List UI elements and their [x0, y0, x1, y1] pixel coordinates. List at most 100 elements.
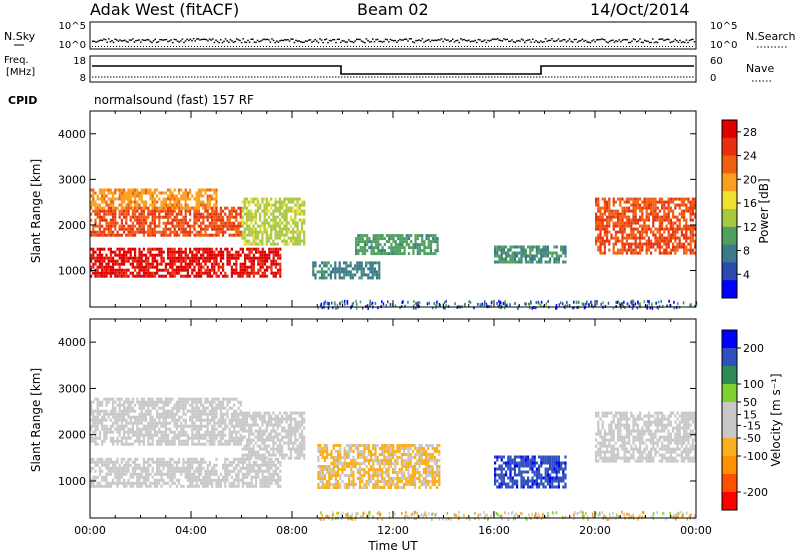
colorbar-segment [722, 384, 737, 403]
velocity-x-ticks: 00:00 04:00 08:00 12:00 16:00 20:00 00:00 [74, 319, 712, 537]
velocity-region [595, 411, 697, 463]
x-tick-label: 16:00 [478, 524, 510, 537]
velocity-region [494, 455, 567, 489]
nave-label: Nave [746, 62, 774, 75]
x-tick-label: 00:00 [74, 524, 106, 537]
colorbar-segment [722, 209, 737, 228]
colorbar-segment [722, 262, 737, 281]
power-colorbar: 4 8 12 16 20 24 28 [721, 119, 757, 299]
colorbar-segment [722, 438, 737, 457]
colorbar-tick-label: 24 [743, 150, 757, 163]
date-title: 14/Oct/2014 [590, 0, 690, 19]
nave-tick-bottom: 0 [710, 73, 716, 84]
colorbar-segment [722, 244, 737, 263]
colorbar-segment [722, 330, 737, 349]
noise-right-label: N.Search [746, 30, 796, 43]
colorbar-tick-label: 50 [743, 396, 757, 409]
colorbar-segment [722, 402, 737, 421]
y-tick-label: 3000 [58, 382, 86, 395]
y-tick-label: 4000 [58, 336, 86, 349]
velocity-region [90, 457, 282, 488]
colorbar-tick-label: -200 [743, 486, 768, 499]
colorbar-tick-label: 4 [743, 268, 750, 281]
colorbar-tick-label: -50 [743, 432, 761, 445]
noise-left-tick-top: 10^5 [59, 21, 86, 32]
noise-left-tick-bottom: 10^0 [59, 40, 86, 51]
colorbar-tick-label: 16 [743, 197, 757, 210]
y-tick-label: 2000 [58, 429, 86, 442]
colorbar-tick-label: 28 [743, 126, 757, 139]
colorbar-tick-label: 100 [743, 378, 764, 391]
velocity-colorbar-label: Velocity [m s⁻¹] [769, 373, 783, 466]
freq-label: Freq. [4, 55, 29, 66]
colorbar-segment [722, 226, 737, 246]
noise-right-tick-bottom: 10^0 [710, 40, 737, 51]
colorbar-segment [722, 173, 737, 192]
x-tick-label: 20:00 [579, 524, 611, 537]
power-ground-scatter [317, 299, 698, 310]
power-region [90, 188, 218, 210]
cpid-label: CPID [8, 94, 37, 107]
colorbar-segment [722, 120, 737, 139]
power-region [90, 206, 242, 237]
velocity-panel: 1000 2000 3000 4000 00:00 04:00 08:00 12:00 16:… [29, 318, 783, 537]
power-data [90, 188, 698, 310]
velocity-region [241, 411, 306, 460]
colorbar-segment [722, 366, 737, 385]
power-colorbar-label: Power [dB] [757, 178, 771, 243]
noise-right-tick-top: 10^5 [710, 21, 737, 32]
y-tick-label: 2000 [58, 219, 86, 232]
velocity-region [317, 444, 441, 489]
colorbar-tick-label: 200 [743, 342, 764, 355]
x-tick-label: 00:00 [680, 524, 712, 537]
nave-tick-top: 60 [710, 56, 723, 67]
power-region [241, 197, 306, 246]
power-region [312, 261, 381, 280]
beam-title: Beam 02 [357, 0, 429, 19]
colorbar-tick-label: 15 [743, 409, 757, 422]
power-region [90, 247, 282, 278]
cpid-text: normalsound (fast) 157 RF [94, 93, 254, 107]
colorbar-segment [722, 191, 737, 210]
colorbar-tick-label: 8 [743, 245, 750, 258]
frequency-trace [92, 65, 694, 75]
freq-unit-label: [MHz] [6, 67, 35, 78]
power-x-ticks [89, 111, 697, 307]
y-tick-label: 1000 [58, 265, 86, 278]
colorbar-segment [722, 348, 737, 367]
x-tick-label: 12:00 [377, 524, 409, 537]
colorbar-segment [722, 456, 737, 475]
colorbar-segment [722, 492, 737, 511]
velocity-region [90, 397, 242, 446]
frequency-panel: Freq. [MHz] 18 8 60 0 Nave [4, 55, 774, 84]
power-region [494, 245, 567, 264]
freq-tick-bottom: 8 [80, 73, 86, 84]
colorbar-segment [722, 420, 737, 439]
velocity-y-ticks: 1000 2000 3000 4000 [58, 336, 696, 488]
power-y-ticks: 1000 2000 3000 4000 [58, 128, 696, 278]
colorbar-tick-label: 12 [743, 221, 757, 234]
y-tick-label: 1000 [58, 475, 86, 488]
colorbar-segment [722, 155, 737, 174]
colorbar-tick-label: -100 [743, 450, 768, 463]
velocity-ylabel: Slant Range [km] [29, 368, 43, 472]
velocity-data [90, 397, 697, 521]
x-tick-label: 08:00 [276, 524, 308, 537]
velocity-ground-scatter [319, 510, 696, 521]
freq-tick-top: 18 [73, 56, 86, 67]
colorbar-segment [722, 137, 737, 157]
power-ylabel: Slant Range [km] [29, 159, 43, 263]
noise-left-label: N.Sky [4, 30, 36, 43]
x-tick-label: 04:00 [175, 524, 207, 537]
y-tick-label: 4000 [58, 128, 86, 141]
x-axis-label: Time UT [367, 539, 418, 553]
colorbar-segment [722, 280, 737, 299]
colorbar-tick-label: -15 [743, 419, 761, 432]
colorbar-segment [722, 474, 737, 493]
power-region [355, 234, 439, 256]
noise-panel: N.Sky 10^5 10^0 10^5 10^0 N.Search [4, 21, 796, 51]
power-region [595, 197, 697, 255]
noise-trace [92, 38, 696, 47]
